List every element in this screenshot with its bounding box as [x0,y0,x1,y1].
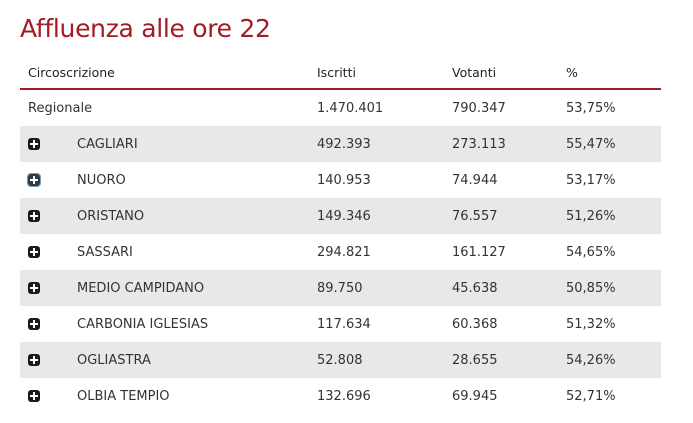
table-row-cagliari: CAGLIARI 492.393 273.113 55,47% [20,126,661,162]
district-votanti: 69.945 [452,388,498,404]
table-row-sassari: SASSARI 294.821 161.127 54,65% [20,234,661,270]
regional-name: Regionale [28,100,93,116]
district-votanti: 161.127 [452,244,506,260]
expand-plus-icon[interactable] [28,138,40,150]
expand-plus-icon[interactable] [28,282,40,294]
regional-total-row: Regionale 1.470.401 790.347 53,75% [20,90,661,126]
header-percent: % [566,65,578,80]
district-percent: 54,26% [566,352,616,368]
district-name: NUORO [77,172,126,188]
table-row-medio-campidano: MEDIO CAMPIDANO 89.750 45.638 50,85% [20,270,661,306]
expand-plus-icon[interactable] [28,318,40,330]
header-circoscrizione: Circoscrizione [28,65,115,80]
page-title: Affluenza alle ore 22 [20,14,271,43]
table-row-ogliastra: OGLIASTRA 52.808 28.655 54,26% [20,342,661,378]
district-percent: 50,85% [566,280,616,296]
regional-percent: 53,75% [566,100,616,116]
expand-plus-icon[interactable] [28,390,40,402]
turnout-table: Circoscrizione Iscritti Votanti % Region… [20,56,661,414]
district-percent: 53,17% [566,172,616,188]
district-votanti: 28.655 [452,352,498,368]
district-percent: 55,47% [566,136,616,152]
table-row-oristano: ORISTANO 149.346 76.557 51,26% [20,198,661,234]
district-votanti: 45.638 [452,280,498,296]
district-name: ORISTANO [77,208,145,224]
district-percent: 51,26% [566,208,616,224]
district-iscritti: 117.634 [317,316,371,332]
district-iscritti: 140.953 [317,172,371,188]
table-row-carbonia-iglesias: CARBONIA IGLESIAS 117.634 60.368 51,32% [20,306,661,342]
district-name: CARBONIA IGLESIAS [77,316,209,332]
district-votanti: 74.944 [452,172,498,188]
table-row-olbia-tempio: OLBIA TEMPIO 132.696 69.945 52,71% [20,378,661,414]
district-iscritti: 52.808 [317,352,363,368]
district-name: SASSARI [77,244,133,260]
district-iscritti: 294.821 [317,244,371,260]
district-iscritti: 492.393 [317,136,371,152]
expand-plus-icon[interactable] [28,210,40,222]
district-name: MEDIO CAMPIDANO [77,280,205,296]
district-name: OLBIA TEMPIO [77,388,170,404]
district-name: OGLIASTRA [77,352,151,368]
district-name: CAGLIARI [77,136,138,152]
district-iscritti: 89.750 [317,280,363,296]
district-iscritti: 132.696 [317,388,371,404]
district-percent: 52,71% [566,388,616,404]
district-votanti: 60.368 [452,316,498,332]
expand-plus-icon[interactable] [28,354,40,366]
header-iscritti: Iscritti [317,65,356,80]
district-iscritti: 149.346 [317,208,371,224]
regional-votanti: 790.347 [452,100,506,116]
expand-plus-icon[interactable] [28,246,40,258]
table-header: Circoscrizione Iscritti Votanti % [20,56,661,90]
expand-plus-icon[interactable] [27,173,41,187]
regional-iscritti: 1.470.401 [317,100,384,116]
header-votanti: Votanti [452,65,497,80]
district-votanti: 273.113 [452,136,506,152]
table-row-nuoro: NUORO 140.953 74.944 53,17% [20,162,661,198]
district-votanti: 76.557 [452,208,498,224]
district-percent: 54,65% [566,244,616,260]
district-percent: 51,32% [566,316,616,332]
